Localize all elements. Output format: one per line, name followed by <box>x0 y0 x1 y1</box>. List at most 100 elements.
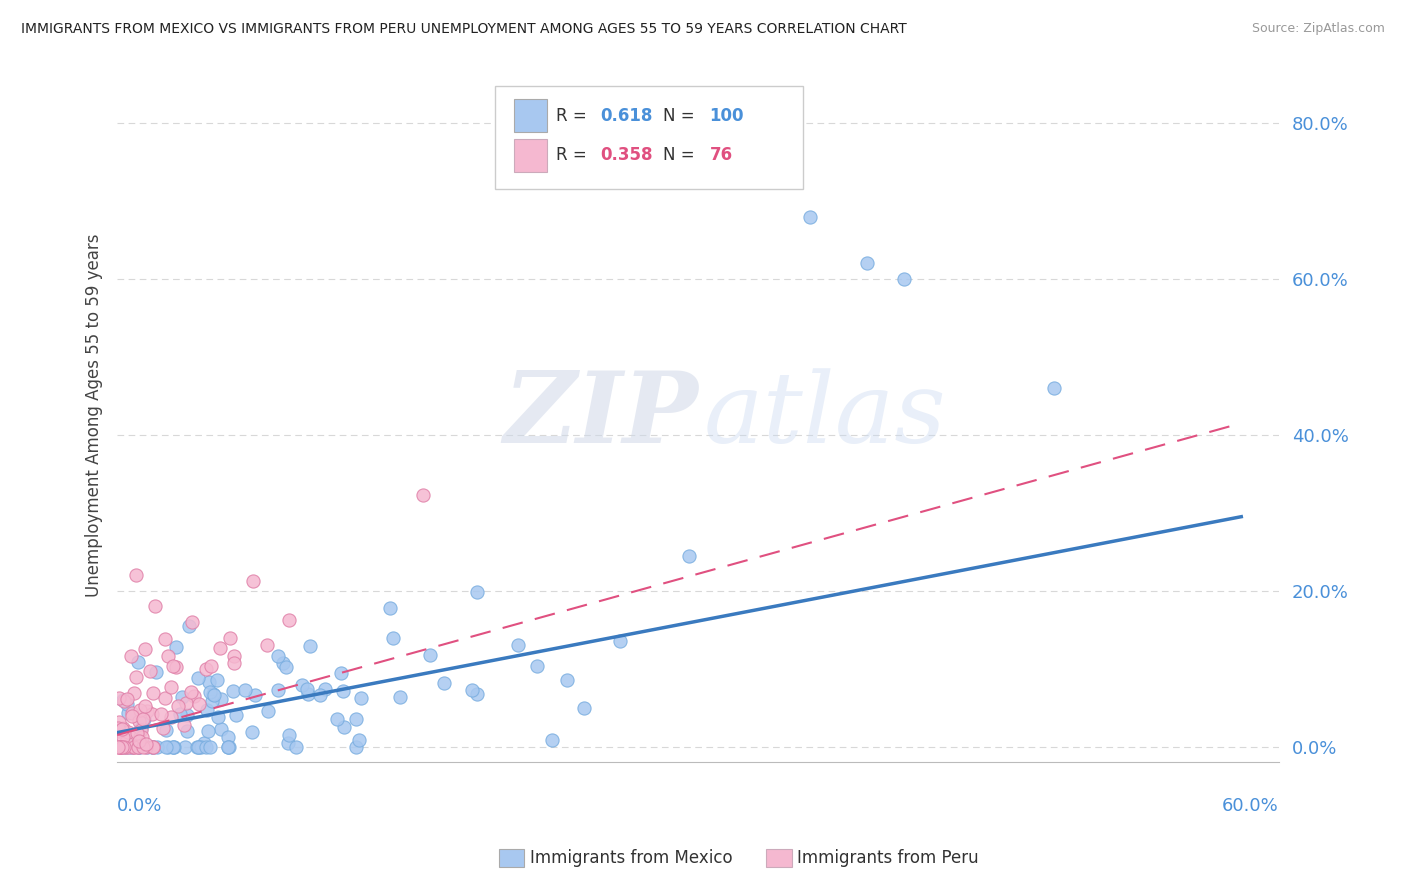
Text: ZIP: ZIP <box>503 368 697 464</box>
Point <box>160 681 183 695</box>
Text: 100: 100 <box>710 107 744 125</box>
Point <box>198 675 221 690</box>
Point <box>118 739 141 754</box>
Point <box>218 739 240 754</box>
Point <box>240 724 263 739</box>
Point <box>129 721 152 735</box>
Point <box>186 739 208 754</box>
Point <box>329 665 352 680</box>
Point <box>108 739 131 754</box>
Point <box>176 724 198 739</box>
Point <box>202 689 225 703</box>
Point <box>155 739 177 754</box>
Point <box>209 692 232 706</box>
Point <box>127 739 149 754</box>
Point <box>145 665 167 679</box>
Point <box>111 722 134 736</box>
Point <box>467 687 489 701</box>
Point <box>136 739 159 754</box>
Point <box>153 632 176 647</box>
Point <box>160 710 183 724</box>
Point <box>200 685 222 699</box>
Point <box>183 689 205 703</box>
Point <box>127 726 149 740</box>
Point <box>142 739 165 754</box>
Point <box>209 722 232 736</box>
Point <box>121 739 143 754</box>
Point <box>267 683 290 698</box>
Point <box>155 723 177 738</box>
Point <box>308 688 330 702</box>
Point <box>678 549 700 563</box>
Point <box>107 739 129 754</box>
Point <box>207 710 229 724</box>
Point <box>177 619 200 633</box>
Point <box>136 704 159 718</box>
Point <box>129 703 152 717</box>
Point <box>115 739 138 754</box>
Point <box>114 735 136 749</box>
Point <box>508 638 530 652</box>
Point <box>350 691 373 706</box>
Text: atlas: atlas <box>704 368 946 463</box>
Point <box>111 730 134 744</box>
Text: N =: N = <box>664 107 700 125</box>
Point <box>112 694 135 708</box>
Text: Immigrants from Peru: Immigrants from Peru <box>797 849 979 867</box>
Point <box>112 739 135 754</box>
Point <box>332 683 354 698</box>
Point <box>572 700 595 714</box>
Point <box>194 662 217 676</box>
Point <box>298 639 321 653</box>
Point <box>274 660 297 674</box>
Point <box>222 684 245 698</box>
Text: R =: R = <box>557 146 592 164</box>
Point <box>149 706 172 721</box>
Point <box>555 673 578 687</box>
Point <box>198 739 221 754</box>
Point <box>461 682 484 697</box>
Point <box>271 656 294 670</box>
Point <box>284 739 307 754</box>
Point <box>174 739 197 754</box>
Point <box>297 687 319 701</box>
Point <box>526 658 548 673</box>
Point <box>217 730 239 744</box>
Point <box>141 739 163 754</box>
Point <box>225 707 247 722</box>
Point <box>127 655 149 669</box>
Point <box>142 686 165 700</box>
Point <box>128 734 150 748</box>
Point <box>127 739 149 754</box>
Point <box>217 739 239 754</box>
FancyBboxPatch shape <box>515 138 547 172</box>
Point <box>142 739 165 754</box>
Point <box>135 737 157 751</box>
Point <box>218 631 240 645</box>
Point <box>314 682 336 697</box>
Text: 76: 76 <box>710 146 733 164</box>
Point <box>143 599 166 614</box>
Point <box>419 648 441 663</box>
Point <box>295 682 318 697</box>
Text: R =: R = <box>557 107 592 125</box>
Point <box>186 739 208 754</box>
Point <box>131 739 153 754</box>
Point <box>201 687 224 701</box>
Point <box>433 676 456 690</box>
Point <box>132 712 155 726</box>
Point <box>122 739 145 754</box>
Point <box>120 649 142 664</box>
Text: 60.0%: 60.0% <box>1222 797 1278 815</box>
Point <box>157 648 180 663</box>
Point <box>163 739 186 754</box>
Point <box>155 690 177 705</box>
Point <box>128 739 150 754</box>
FancyBboxPatch shape <box>515 99 547 132</box>
Point <box>121 706 143 721</box>
Point <box>388 690 411 704</box>
Point <box>333 720 356 734</box>
Point <box>224 656 246 670</box>
Point <box>111 721 134 735</box>
Point <box>125 670 148 684</box>
